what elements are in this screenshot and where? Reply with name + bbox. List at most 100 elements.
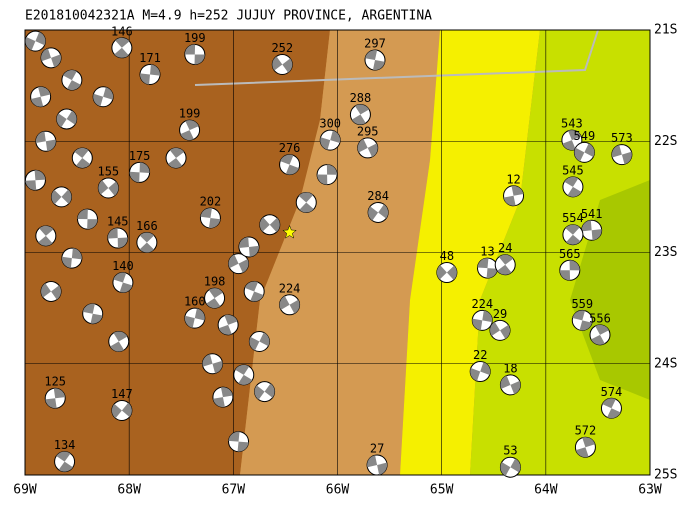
compression-quadrant bbox=[500, 375, 511, 389]
depth-label: 175 bbox=[129, 149, 151, 163]
depth-label: 559 bbox=[571, 297, 593, 311]
focal-mechanism bbox=[349, 104, 371, 126]
compression-quadrant bbox=[559, 270, 571, 281]
compression-quadrant bbox=[139, 232, 155, 243]
focal-mechanism bbox=[271, 53, 293, 75]
focal-mechanism bbox=[503, 185, 525, 207]
compression-quadrant bbox=[77, 209, 88, 220]
focal-mechanism bbox=[112, 272, 134, 294]
focal-mechanism bbox=[494, 254, 516, 276]
compression-quadrant bbox=[285, 164, 299, 175]
focal-mechanism bbox=[184, 43, 206, 65]
depth-label: 199 bbox=[184, 31, 206, 45]
focal-mechanism bbox=[364, 49, 386, 71]
focal-mechanism bbox=[489, 319, 511, 341]
depth-label: 554 bbox=[562, 211, 584, 225]
compression-quadrant bbox=[482, 310, 493, 323]
depth-label: 297 bbox=[364, 37, 386, 51]
compression-quadrant bbox=[503, 195, 516, 206]
focal-mechanism bbox=[581, 219, 603, 241]
compression-quadrant bbox=[611, 144, 622, 158]
compression-quadrant bbox=[367, 455, 378, 468]
compression-quadrant bbox=[35, 131, 46, 143]
compression-quadrant bbox=[119, 282, 133, 293]
depth-label: 171 bbox=[139, 51, 161, 65]
depth-label: 134 bbox=[54, 438, 76, 452]
compression-quadrant bbox=[51, 189, 62, 205]
depth-label: 284 bbox=[367, 189, 389, 203]
focal-mechanism bbox=[367, 201, 389, 223]
compression-quadrant bbox=[202, 354, 213, 367]
compression-quadrant bbox=[63, 70, 77, 81]
compression-quadrant bbox=[238, 374, 253, 385]
compression-quadrant bbox=[169, 147, 185, 158]
focal-mechanism bbox=[499, 456, 521, 478]
compression-quadrant bbox=[45, 398, 57, 409]
depth-label: 155 bbox=[97, 164, 119, 178]
depth-label: 146 bbox=[111, 24, 133, 38]
focal-mechanism bbox=[204, 287, 226, 309]
depth-label: 125 bbox=[44, 375, 66, 389]
focal-mechanism bbox=[179, 119, 201, 141]
compression-quadrant bbox=[121, 402, 132, 418]
focal-mechanism bbox=[202, 353, 223, 375]
compression-quadrant bbox=[74, 147, 89, 158]
focal-mechanism bbox=[92, 86, 114, 108]
compression-quadrant bbox=[480, 362, 491, 376]
map-title: E201810042321A M=4.9 h=252 JUJUY PROVINC… bbox=[25, 9, 432, 24]
compression-quadrant bbox=[510, 380, 521, 395]
compression-quadrant bbox=[194, 54, 205, 65]
compression-quadrant bbox=[107, 228, 118, 239]
compression-quadrant bbox=[129, 171, 140, 183]
compression-quadrant bbox=[184, 315, 195, 328]
compression-quadrant bbox=[218, 324, 232, 335]
compression-quadrant bbox=[269, 217, 280, 233]
depth-label: 300 bbox=[319, 117, 341, 131]
compression-quadrant bbox=[117, 237, 128, 249]
focal-mechanism bbox=[228, 253, 250, 275]
depth-label: 53 bbox=[503, 444, 517, 458]
compression-quadrant bbox=[351, 114, 366, 125]
compression-quadrant bbox=[113, 272, 127, 283]
compression-quadrant bbox=[486, 268, 498, 279]
lon-label: 66W bbox=[326, 483, 350, 498]
depth-label: 573 bbox=[611, 131, 633, 145]
focal-mechanism bbox=[316, 164, 338, 186]
compression-quadrant bbox=[378, 204, 389, 219]
depth-label: 18 bbox=[503, 361, 517, 375]
focal-mechanism bbox=[111, 399, 133, 421]
lon-label: 69W bbox=[13, 483, 37, 498]
focal-mechanism bbox=[562, 176, 584, 198]
compression-quadrant bbox=[472, 318, 483, 331]
compression-quadrant bbox=[35, 31, 46, 46]
compression-quadrant bbox=[38, 235, 53, 246]
compression-quadrant bbox=[272, 56, 283, 71]
compression-quadrant bbox=[377, 462, 388, 475]
compression-quadrant bbox=[584, 143, 595, 157]
compression-quadrant bbox=[591, 334, 605, 345]
compression-quadrant bbox=[51, 54, 62, 68]
focal-mechanism bbox=[499, 374, 521, 396]
compression-quadrant bbox=[56, 113, 67, 128]
compression-quadrant bbox=[66, 80, 81, 91]
focal-mechanism bbox=[212, 386, 234, 408]
compression-quadrant bbox=[61, 256, 72, 269]
depth-label: 24 bbox=[498, 241, 512, 255]
compression-quadrant bbox=[113, 331, 128, 342]
compression-quadrant bbox=[115, 37, 130, 48]
focal-mechanism bbox=[50, 186, 72, 208]
compression-quadrant bbox=[58, 461, 73, 472]
compression-quadrant bbox=[564, 176, 579, 187]
compression-quadrant bbox=[213, 397, 225, 408]
compression-quadrant bbox=[53, 388, 66, 399]
compression-quadrant bbox=[51, 285, 62, 300]
focal-mechanism bbox=[571, 309, 593, 331]
depth-label: 565 bbox=[559, 247, 581, 261]
compression-quadrant bbox=[446, 265, 457, 280]
compression-quadrant bbox=[500, 324, 510, 339]
compression-quadrant bbox=[200, 208, 212, 219]
compression-quadrant bbox=[93, 93, 104, 107]
compression-quadrant bbox=[208, 218, 221, 229]
compression-quadrant bbox=[510, 458, 521, 473]
focal-mechanism bbox=[40, 280, 62, 302]
